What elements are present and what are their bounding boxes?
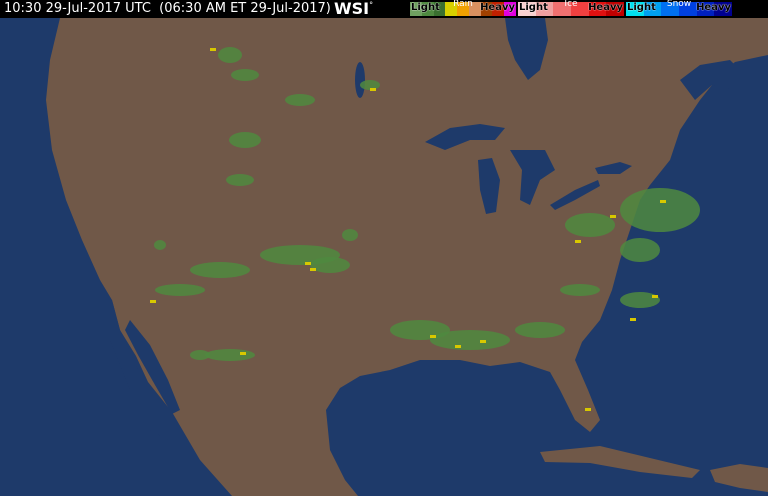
legend-swatch (535, 2, 554, 16)
lake-huron (510, 150, 555, 205)
legend-swatch (588, 2, 607, 16)
radar-echo-moderate (480, 340, 486, 343)
radar-echo (620, 238, 660, 262)
header-bar: 10:30 29-Jul-2017 UTC (06:30 AM ET 29-Ju… (0, 0, 768, 18)
radar-echo (231, 69, 259, 81)
radar-echo (620, 188, 700, 232)
radar-echo (285, 94, 315, 106)
radar-echo (155, 284, 205, 296)
hudson-james-bay (505, 18, 548, 80)
pacific-baja-coast (100, 300, 168, 440)
radar-echoes (150, 47, 700, 411)
map-canvas[interactable] (0, 18, 768, 496)
legend-swatch (433, 2, 446, 16)
legend-swatch (696, 2, 715, 16)
gulf-st-lawrence (680, 60, 745, 100)
radar-echo-moderate (240, 352, 246, 355)
legend-light-label: Light (519, 2, 548, 13)
legend-swatch (626, 2, 644, 16)
radar-echo-moderate (305, 262, 311, 265)
radar-echo-moderate (575, 240, 581, 243)
radar-echo (515, 322, 565, 338)
legend-swatch (571, 2, 589, 16)
radar-echo (190, 350, 210, 360)
cuba (540, 446, 700, 478)
radar-echo (560, 284, 600, 296)
land-north-america (46, 18, 768, 496)
legend-swatch (504, 2, 517, 16)
lake-michigan (478, 158, 500, 214)
radar-echo (229, 132, 261, 148)
timestamp: 10:30 29-Jul-2017 UTC (06:30 AM ET 29-Ju… (4, 1, 331, 16)
hispaniola (710, 464, 768, 492)
legend-swatch (643, 2, 662, 16)
legend-swatch (445, 2, 458, 16)
legend-swatch (421, 2, 434, 16)
legend-type-label: Snow (666, 0, 692, 9)
wsi-logo: WSI° (334, 0, 374, 18)
radar-echo-moderate (370, 88, 376, 91)
gulf-of-california (125, 320, 180, 414)
radar-echo-moderate (430, 335, 436, 338)
radar-echo-moderate (310, 268, 316, 271)
legend-swatch (410, 2, 422, 16)
legend-swatch (492, 2, 505, 16)
legend-swatch (480, 2, 493, 16)
radar-echo-moderate (660, 200, 666, 203)
legend-heavy-label: Heavy (696, 2, 731, 13)
legend-swatch (457, 2, 469, 16)
legend-light-label: Light (627, 2, 656, 13)
legend-rain: Light Heavy Rain (410, 0, 517, 16)
legend-swatch (661, 2, 680, 16)
radar-echo-moderate (610, 215, 616, 218)
legend-swatch (714, 2, 733, 16)
lake-erie (550, 180, 600, 210)
radar-echo (218, 47, 242, 63)
legend-heavy-label: Heavy (480, 2, 515, 13)
legend-swatch (606, 2, 625, 16)
radar-echo (190, 262, 250, 278)
legend-swatch (468, 2, 481, 16)
radar-echo-moderate (150, 300, 156, 303)
radar-echo (205, 349, 255, 361)
radar-echo (342, 229, 358, 241)
radar-echo-moderate (652, 295, 658, 298)
radar-echo (430, 330, 510, 350)
radar-echo (565, 213, 615, 237)
legend-ice: Light Heavy Ice (518, 0, 625, 16)
radar-echo (310, 257, 350, 273)
lake-ontario (595, 162, 632, 174)
lake-winnipeg (355, 62, 365, 98)
legend-swatch (679, 2, 697, 16)
legend-type-label: Rain (453, 0, 473, 9)
radar-echo (226, 174, 254, 186)
legend-heavy-label: Heavy (588, 2, 623, 13)
legend-swatch (553, 2, 572, 16)
radar-echo-moderate (585, 408, 591, 411)
lake-superior (425, 124, 505, 150)
radar-echo-moderate (630, 318, 636, 321)
legend-light-label: Light (411, 2, 440, 13)
radar-echo (154, 240, 166, 250)
radar-echo (620, 292, 660, 308)
radar-echo-moderate (210, 48, 216, 51)
radar-echo-moderate (455, 345, 461, 348)
radar-echo (360, 80, 380, 90)
legend-type-label: Ice (564, 0, 578, 9)
legend-snow: Light Heavy Snow (626, 0, 733, 16)
legend-swatch (518, 2, 536, 16)
